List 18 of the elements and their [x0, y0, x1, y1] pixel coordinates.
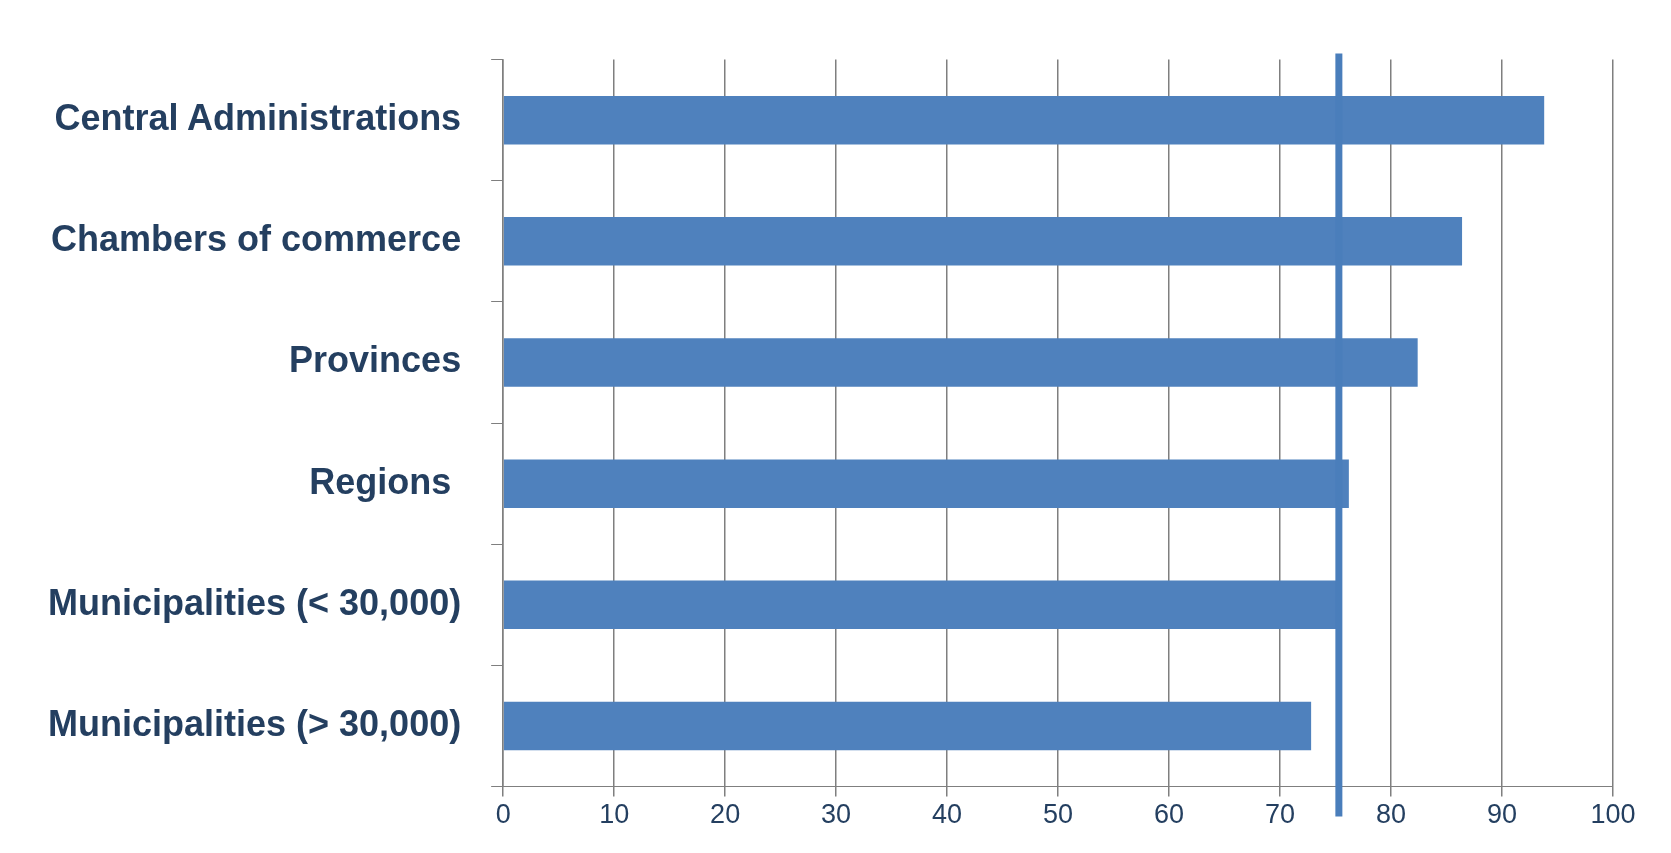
x-tick-label: 60: [1154, 799, 1185, 830]
y-tick-label: Central Administrations: [54, 97, 462, 139]
y-tick-label: Provinces: [289, 339, 462, 381]
x-tick-label: 40: [932, 799, 963, 830]
x-tick-label: 30: [821, 799, 852, 830]
x-tick-label: 10: [599, 799, 630, 830]
x-tick-label: 80: [1376, 799, 1407, 830]
y-tick-label: Municipalities (> 30,000): [48, 702, 462, 744]
x-tick-label: 100: [1590, 799, 1636, 830]
bar: [503, 701, 1312, 751]
x-tick-label: 90: [1486, 799, 1518, 830]
x-tick-label: 20: [710, 799, 741, 830]
x-tick-label: 0: [495, 799, 511, 830]
x-tick-label: 50: [1043, 799, 1074, 830]
x-tick-label: 70: [1265, 799, 1296, 830]
y-tick-label: Regions: [309, 460, 462, 502]
y-tick-label: Chambers of commerce: [51, 218, 462, 260]
y-tick-label: Municipalities (< 30,000): [48, 581, 462, 623]
